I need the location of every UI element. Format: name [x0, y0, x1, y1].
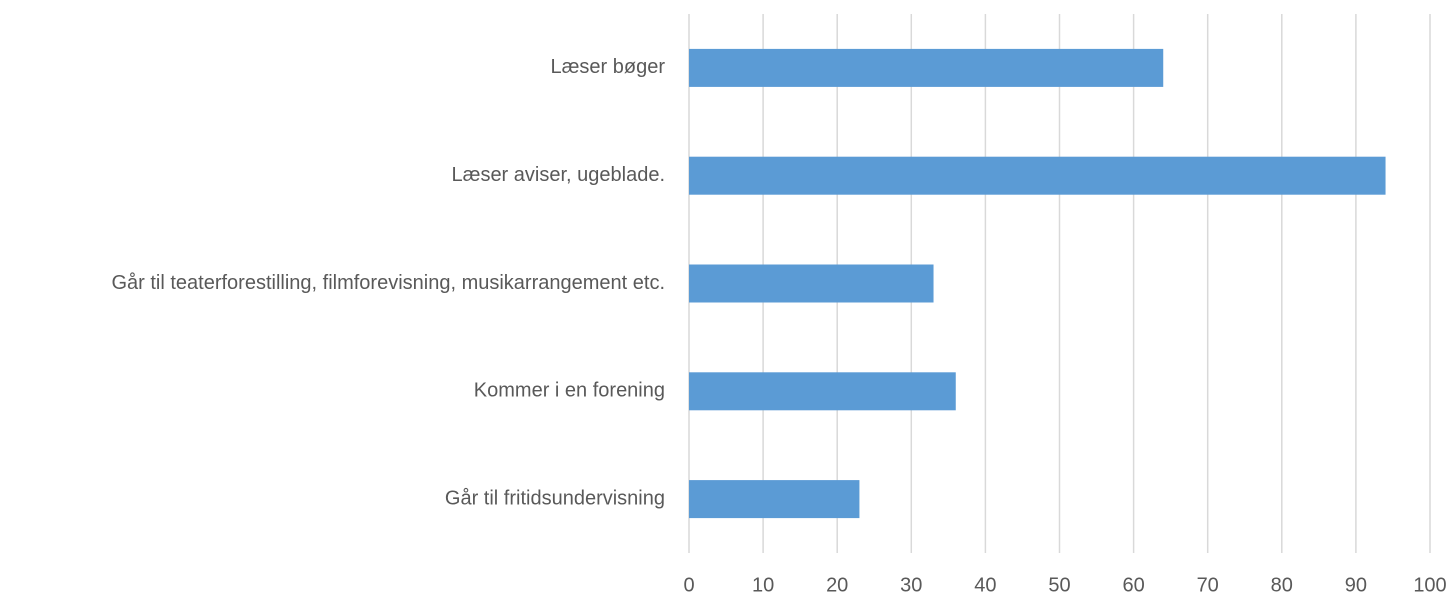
- x-tick-label: 80: [1271, 574, 1293, 596]
- y-tick-label: Læser aviser, ugeblade.: [452, 164, 665, 186]
- x-tick-label: 0: [683, 574, 694, 596]
- x-tick-label: 40: [974, 574, 996, 596]
- bar: [689, 156, 1386, 195]
- x-tick-label: 90: [1345, 574, 1367, 596]
- x-tick-label: 60: [1122, 574, 1144, 596]
- y-tick-label: Går til fritidsundervisning: [445, 487, 665, 509]
- bar: [689, 480, 860, 519]
- x-tick-label: 20: [826, 574, 848, 596]
- y-tick-label: Går til teaterforestilling, filmforevisn…: [111, 272, 665, 294]
- bar: [689, 372, 956, 411]
- y-tick-label: Kommer i en forening: [474, 380, 665, 402]
- x-tick-label: 100: [1413, 574, 1446, 596]
- x-tick-label: 70: [1197, 574, 1219, 596]
- bar: [689, 48, 1164, 87]
- y-tick-label: Læser bøger: [551, 56, 666, 78]
- bar: [689, 264, 934, 303]
- x-tick-label: 10: [752, 574, 774, 596]
- x-tick-label: 30: [900, 574, 922, 596]
- x-tick-label: 50: [1048, 574, 1070, 596]
